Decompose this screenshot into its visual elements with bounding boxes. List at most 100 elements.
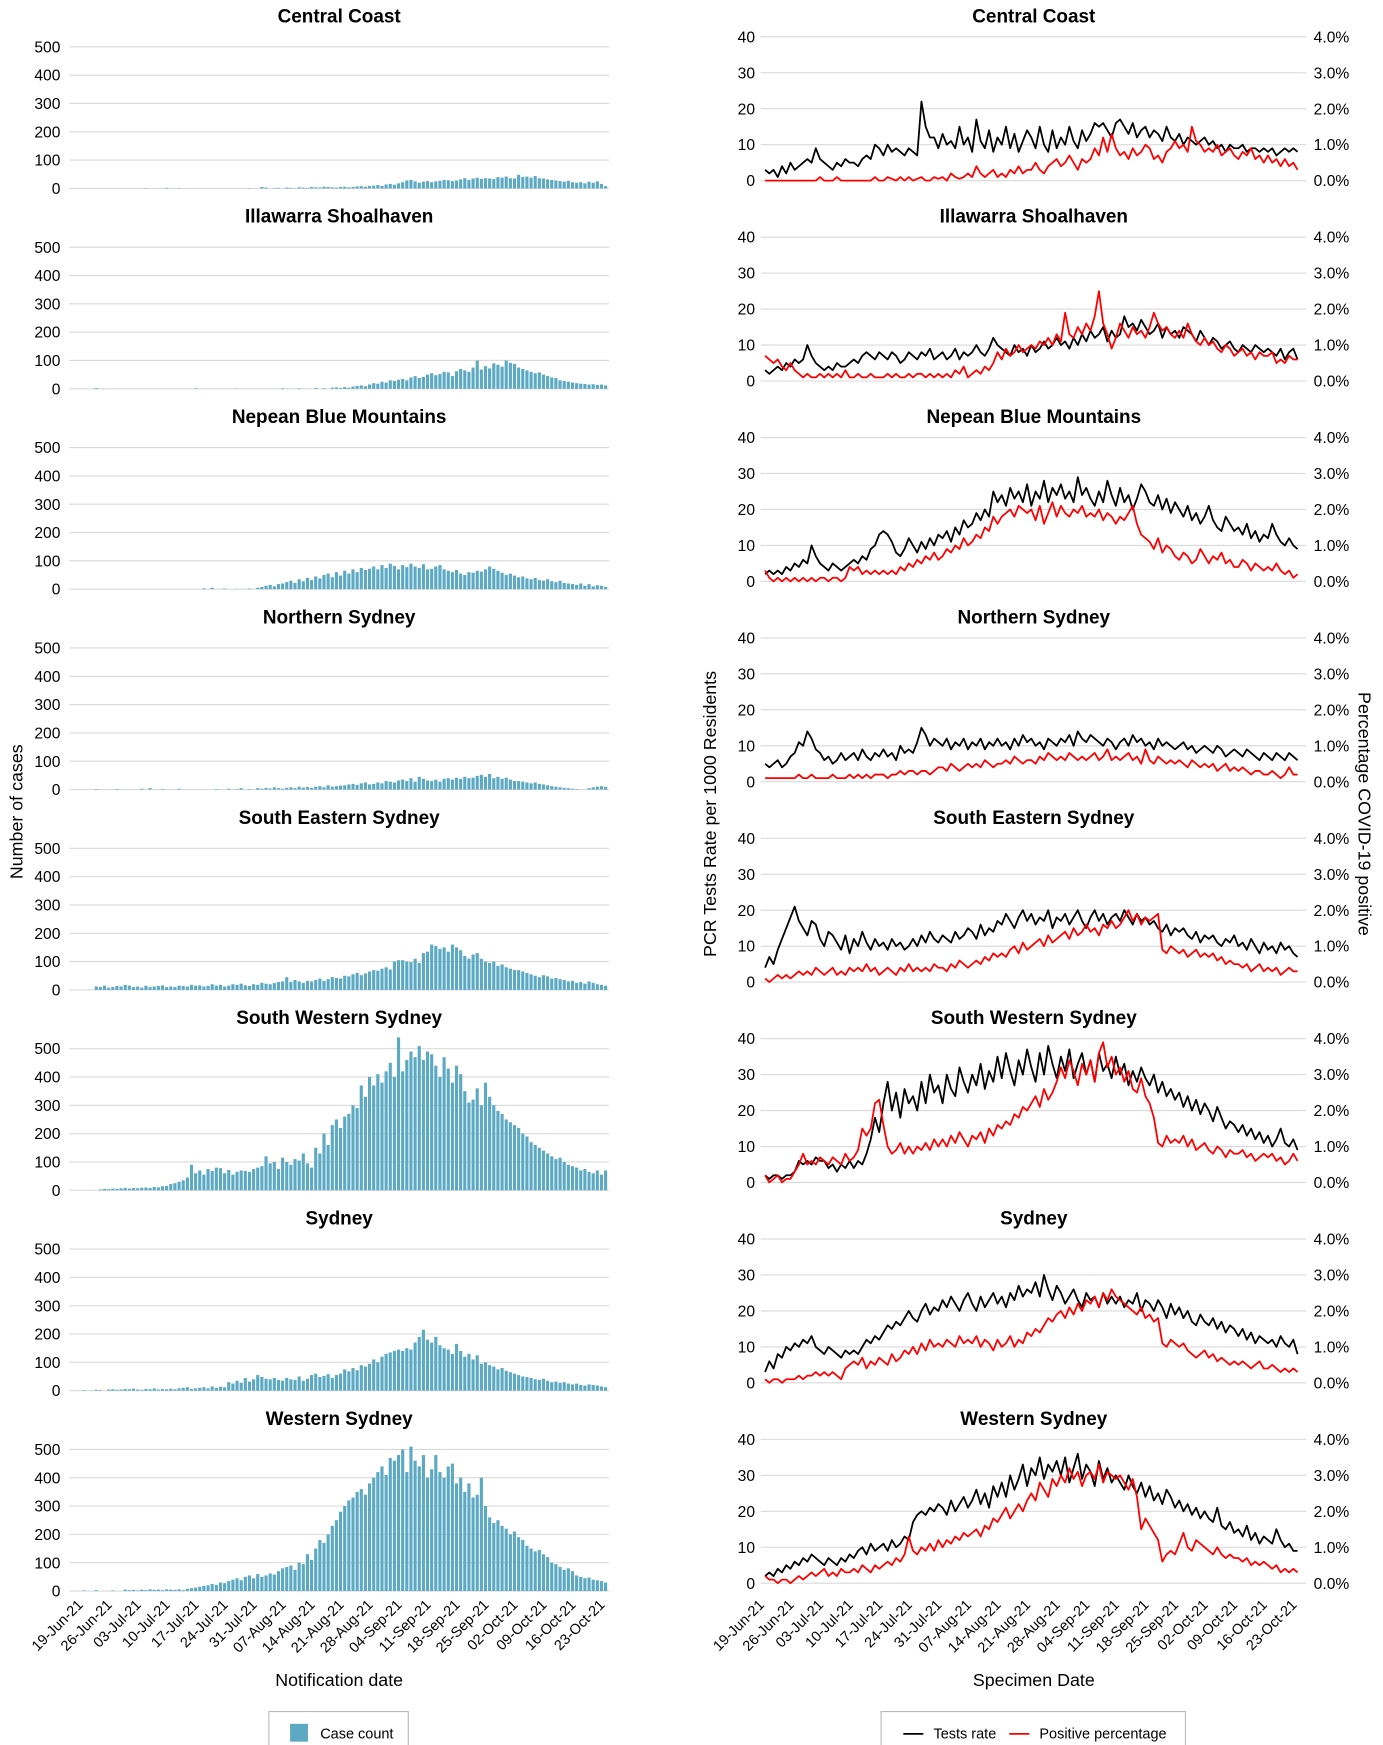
bar [314, 1548, 318, 1592]
bar [264, 1378, 268, 1391]
bar [372, 1359, 376, 1391]
bar [281, 583, 285, 590]
bar [380, 1466, 384, 1592]
bar [227, 1382, 231, 1391]
bar [550, 581, 554, 590]
bar [521, 1376, 525, 1391]
bar [467, 1483, 471, 1592]
bar [318, 1377, 322, 1391]
bar [339, 387, 343, 389]
bar [442, 947, 446, 990]
y-tick-label: 10 [738, 338, 756, 355]
bar [223, 1387, 227, 1391]
bar [372, 1477, 376, 1592]
bar [417, 776, 421, 790]
bar [289, 787, 293, 790]
bar [165, 1186, 169, 1191]
bar [123, 1388, 127, 1391]
bar [214, 1387, 218, 1391]
bar [231, 1579, 235, 1592]
bar [160, 1388, 165, 1391]
bar [318, 578, 322, 590]
y-tick-label: 500 [34, 440, 60, 457]
bar [376, 782, 380, 790]
bar [546, 1153, 550, 1191]
bar [512, 575, 517, 590]
bar [326, 785, 330, 790]
bar [305, 980, 310, 990]
bar [355, 1370, 359, 1391]
y-tick-label: 400 [34, 869, 60, 886]
bar [512, 970, 517, 990]
y2-tick-label: 4.0% [1314, 230, 1350, 247]
bar [293, 1159, 297, 1191]
bar [326, 1374, 330, 1391]
bar [247, 788, 252, 790]
bar [334, 387, 338, 389]
bar [268, 984, 272, 990]
bar [446, 1068, 450, 1191]
bar [417, 182, 421, 189]
bar [260, 1576, 264, 1592]
bar [488, 1096, 492, 1191]
bar [289, 187, 293, 189]
bar [384, 184, 388, 189]
bar [517, 781, 521, 790]
legend-swatch [290, 1723, 308, 1742]
bar [438, 1345, 442, 1391]
bar [148, 987, 152, 990]
bar [351, 187, 355, 189]
bar [504, 1370, 508, 1391]
bar [430, 568, 434, 590]
bar [421, 181, 425, 189]
bar [334, 978, 338, 990]
bar [363, 1494, 367, 1592]
bar [566, 583, 570, 590]
bar [281, 1568, 285, 1592]
bar [310, 787, 314, 790]
bar [570, 1384, 575, 1391]
bar [554, 1381, 558, 1391]
bar [525, 972, 529, 990]
y-tick-label: 40 [738, 1232, 756, 1249]
y2-tick-label: 4.0% [1314, 1031, 1350, 1048]
y-tick-label: 100 [34, 553, 60, 570]
bar [285, 1566, 289, 1592]
bar [413, 781, 417, 790]
y-tick-label: 400 [34, 68, 60, 85]
bar [595, 984, 599, 990]
bar [587, 1577, 591, 1592]
bar [496, 177, 500, 189]
bar [454, 1065, 459, 1191]
y2-tick-label: 2.0% [1314, 903, 1350, 920]
bar [256, 788, 260, 790]
y-tick-label: 10 [738, 939, 756, 956]
bar [160, 1186, 165, 1191]
bar [521, 971, 525, 990]
bar [380, 783, 384, 790]
bar [351, 974, 355, 990]
bar [554, 1564, 558, 1592]
y2-tick-label: 4.0% [1314, 831, 1350, 848]
bar [583, 1578, 587, 1592]
line-series [764, 1044, 1299, 1180]
bar [123, 1188, 127, 1191]
bar [218, 1582, 223, 1592]
bar [152, 1589, 156, 1592]
bar [446, 372, 450, 389]
bar [463, 178, 467, 189]
bar [189, 1164, 194, 1191]
bar [160, 985, 165, 990]
bar [546, 785, 550, 790]
bar [330, 786, 334, 790]
bar [214, 1584, 218, 1592]
bar [206, 1169, 210, 1191]
bar [198, 1586, 202, 1592]
bar [111, 1188, 115, 1191]
bar [475, 1355, 479, 1391]
bar [131, 987, 136, 990]
bar [318, 187, 322, 189]
bar [434, 1455, 438, 1592]
bar [314, 979, 318, 990]
